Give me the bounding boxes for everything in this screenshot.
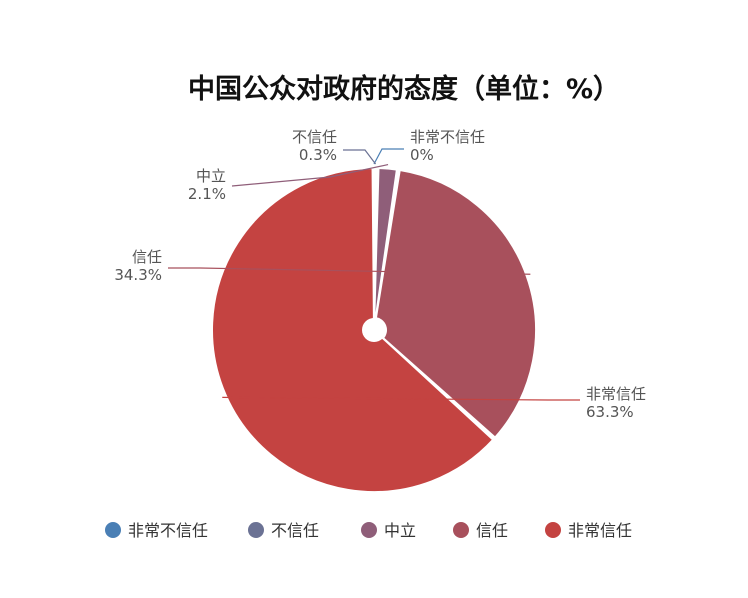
- leader-line-very-trust: [222, 396, 580, 401]
- leader-line-neutral: [231, 164, 389, 187]
- pie-slices: [211, 167, 537, 493]
- legend-marker: [361, 522, 377, 538]
- slice-value-very-trust: 63.3%: [586, 403, 634, 421]
- slice-label-very-distrust: 非常不信任: [410, 128, 485, 146]
- slice-label-very-trust: 非常信任: [586, 385, 646, 403]
- pie-center-hole: [362, 318, 386, 342]
- legend-marker: [105, 522, 121, 538]
- legend-label: 非常信任: [568, 521, 632, 540]
- legend-label: 信任: [476, 521, 508, 540]
- leader-line-very-distrust: [373, 148, 404, 165]
- legend: 非常不信任 不信任 中立 信任 非常信任: [105, 521, 632, 540]
- slice-value-distrust: 0.3%: [299, 146, 337, 164]
- slice-label-trust: 信任: [132, 248, 162, 266]
- legend-label: 非常不信任: [128, 521, 208, 540]
- legend-item-very-distrust[interactable]: 非常不信任: [105, 521, 208, 540]
- slice-label-neutral: 中立: [196, 167, 226, 185]
- legend-label: 中立: [384, 521, 416, 540]
- legend-item-very-trust[interactable]: 非常信任: [545, 521, 632, 540]
- slice-value-trust: 34.3%: [114, 266, 162, 284]
- legend-item-trust[interactable]: 信任: [453, 521, 508, 540]
- leader-line-trust: [168, 267, 531, 275]
- legend-marker: [248, 522, 264, 538]
- slice-value-very-distrust: 0%: [410, 146, 434, 164]
- leader-line-distrust: [343, 149, 377, 165]
- legend-item-distrust[interactable]: 不信任: [248, 521, 319, 540]
- legend-label: 不信任: [271, 521, 319, 540]
- legend-item-neutral[interactable]: 中立: [361, 521, 416, 540]
- slice-value-neutral: 2.1%: [188, 185, 226, 203]
- legend-marker: [545, 522, 561, 538]
- chart-title: 中国公众对政府的态度（单位：%）: [188, 73, 620, 105]
- pie-slice-trust: [374, 169, 537, 439]
- pie-slice-very-trust: [211, 167, 495, 493]
- slice-label-distrust: 不信任: [292, 128, 337, 146]
- legend-marker: [453, 522, 469, 538]
